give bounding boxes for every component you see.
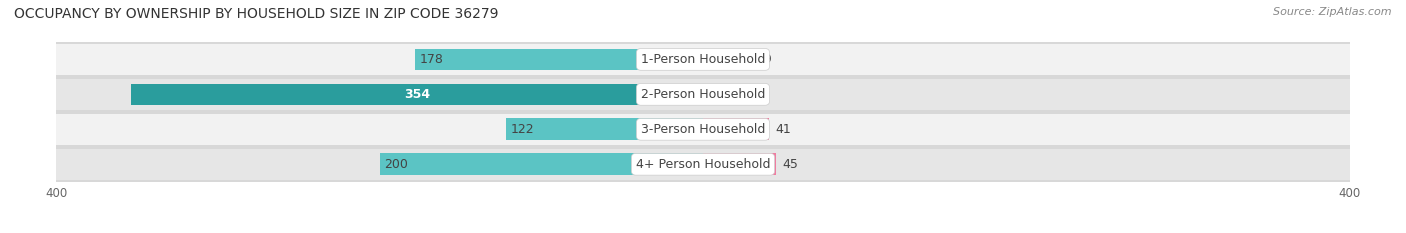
Bar (506, 118, 703, 140)
Bar (56, 147, 1350, 182)
Text: 2-Person Household: 2-Person Household (641, 88, 765, 101)
Text: OCCUPANCY BY OWNERSHIP BY HOUSEHOLD SIZE IN ZIP CODE 36279: OCCUPANCY BY OWNERSHIP BY HOUSEHOLD SIZE… (14, 7, 499, 21)
Text: 29: 29 (756, 53, 772, 66)
Bar (56, 112, 1350, 147)
Text: 3-Person Household: 3-Person Household (641, 123, 765, 136)
Bar (703, 83, 720, 105)
Text: 10: 10 (725, 88, 741, 101)
Text: 4+ Person Household: 4+ Person Household (636, 158, 770, 171)
Bar (56, 44, 1350, 75)
Text: Source: ZipAtlas.com: Source: ZipAtlas.com (1274, 7, 1392, 17)
Bar (415, 49, 703, 70)
Bar (380, 153, 703, 175)
Text: 122: 122 (510, 123, 534, 136)
Text: 41: 41 (776, 123, 792, 136)
Text: 354: 354 (404, 88, 430, 101)
Bar (56, 149, 1350, 180)
Bar (703, 153, 776, 175)
Text: 200: 200 (384, 158, 408, 171)
Text: 1-Person Household: 1-Person Household (641, 53, 765, 66)
Bar (131, 83, 703, 105)
Bar (56, 79, 1350, 110)
Bar (56, 114, 1350, 145)
Bar (56, 42, 1350, 77)
Text: 45: 45 (782, 158, 799, 171)
Bar (703, 118, 769, 140)
Legend: Owner-occupied, Renter-occupied: Owner-occupied, Renter-occupied (572, 230, 834, 233)
Bar (703, 49, 749, 70)
Bar (56, 77, 1350, 112)
Text: 178: 178 (420, 53, 444, 66)
